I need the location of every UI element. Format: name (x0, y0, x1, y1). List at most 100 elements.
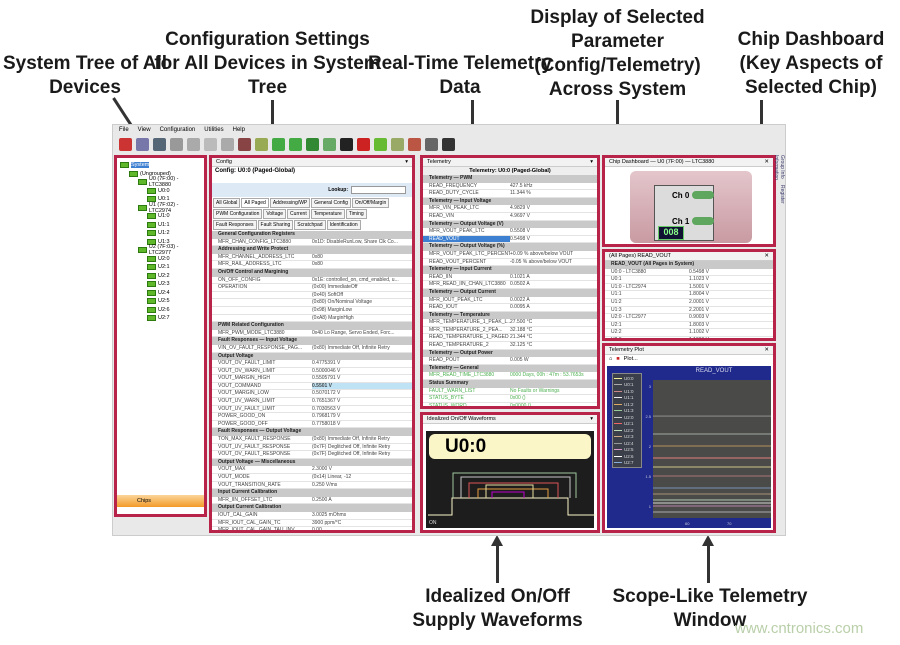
tree-node[interactable]: U0 (7F:00) - LTC3880 (120, 176, 201, 188)
close-icon[interactable]: ✕ (764, 347, 769, 353)
section-header[interactable]: Output Voltage — Miscellaneous (212, 458, 412, 467)
table-row[interactable]: VOUT_OV_WARN_LIMIT 0.5000046 V (212, 368, 412, 376)
toolbar-button[interactable] (204, 137, 217, 151)
menu-item[interactable]: View (137, 127, 151, 133)
table-row[interactable]: U2:0 - LTC2977 0.9003 V (605, 314, 773, 322)
table-row[interactable]: U1:2 2.0001 V (605, 299, 773, 307)
table-row[interactable]: MFR_VIN_PEAK_LTC 4.9829 V (423, 205, 597, 213)
menu-item[interactable]: Configuration (159, 127, 196, 133)
table-row[interactable]: VOUT_OV_FAULT_LIMIT 0.4775391 V (212, 360, 412, 368)
tree-node[interactable]: U2:4 (120, 289, 201, 298)
toolbar-button[interactable] (221, 137, 234, 151)
section-header[interactable]: Telemetry — Output Power (423, 349, 597, 358)
selected-param-tab[interactable]: (All Pages) READ_VOUT (609, 253, 672, 259)
config-tab[interactable]: Fault Sharing (257, 220, 294, 230)
section-header[interactable]: Telemetry — Input Voltage (423, 197, 597, 206)
table-row[interactable]: MFR_IOUT_CAL_GAIN_TC 3900 ppm/°C (212, 520, 412, 528)
section-header[interactable]: Output Current Calibration (212, 504, 412, 512)
lookup-input[interactable] (351, 186, 406, 194)
tree-node[interactable]: U0:0 (120, 187, 201, 196)
dropdown-icon[interactable]: ▾ (590, 416, 593, 422)
legend-item[interactable]: U0:0 (614, 375, 640, 382)
table-row[interactable]: MFR_IOUT_PEAK_LTC 0.0022 A (423, 297, 597, 305)
table-row[interactable]: U0:0 - LTC3880 0.5498 V (605, 269, 773, 277)
table-row[interactable]: FAULT_WARN_LIST No Faults or Warnings (423, 388, 597, 396)
table-row[interactable]: READ_VOUT_PERCENT -0.05 % above/below VOU… (423, 259, 597, 267)
tree-node[interactable]: System (120, 161, 201, 170)
legend-item[interactable]: U1:2 (614, 401, 640, 408)
toolbar-button[interactable] (187, 137, 200, 151)
section-header[interactable]: Status Summary (423, 380, 597, 388)
table-row[interactable]: MFR_IOUT_CAL_GAIN_TAU_INV 0.00 (212, 527, 412, 530)
config-tab[interactable]: PWM Configuration (213, 209, 263, 219)
toolbar-button[interactable] (442, 137, 455, 151)
table-row[interactable]: U1:3 2.2001 V (605, 307, 773, 315)
menu-item[interactable]: Utilities (204, 127, 224, 133)
toolbar-button[interactable] (374, 137, 387, 151)
table-row[interactable]: READ_FREQUENCY 427.5 kHz (423, 183, 597, 191)
table-row[interactable]: MFR_RAIL_ADDRESS_LTC 0x80 (212, 261, 412, 269)
table-row[interactable]: U0:1 1.1023 V (605, 276, 773, 284)
stop-icon[interactable]: ■ (616, 356, 620, 362)
section-header[interactable]: Telemetry — Temperature (423, 311, 597, 320)
tree-node[interactable]: U1:3 (120, 238, 201, 247)
config-tab[interactable]: All Global (213, 198, 241, 208)
table-row[interactable]: READ_DUTY_CYCLE 11.344 % (423, 190, 597, 198)
tree-node[interactable]: (Ungrouped) (120, 170, 201, 179)
config-tab[interactable]: Config (216, 159, 232, 165)
table-row[interactable]: IOUT_CAL_GAIN 3.0025 mOhms (212, 512, 412, 520)
legend-item[interactable]: U2:7 (614, 460, 640, 467)
side-tab[interactable]: Register Information (773, 155, 785, 204)
config-tab[interactable]: Fault Responses (213, 220, 257, 230)
table-row[interactable]: (0x40) SoftOff (212, 292, 412, 300)
table-row[interactable]: MFR_PWM_MODE_LTC3880 0x40 Lo Range, Servo… (212, 330, 412, 338)
table-row[interactable]: VOUT_MARGIN_HIGH 0.5505791 V (212, 375, 412, 383)
section-header[interactable]: Fault Responses — Output Voltage (212, 428, 412, 437)
tree-node[interactable]: U2:5 (120, 297, 201, 306)
config-tab[interactable]: Voltage (263, 209, 287, 219)
tree-node[interactable]: U2:0 (120, 255, 201, 264)
table-row[interactable]: READ_POUT 0.005 W (423, 357, 597, 365)
table-row[interactable]: READ_VIN 4.9697 V (423, 213, 597, 221)
close-icon[interactable]: ✕ (764, 253, 769, 259)
legend-item[interactable]: U1:3 (614, 408, 640, 415)
legend-item[interactable]: U1:1 (614, 395, 640, 402)
config-tab[interactable]: Addressing/WP (269, 198, 311, 208)
table-row[interactable]: OPERATION (0x00) ImmediateOff (212, 284, 412, 292)
tree-node[interactable]: U2:2 (120, 272, 201, 281)
toolbar-button[interactable] (425, 137, 438, 151)
toolbar-button[interactable] (255, 137, 268, 151)
table-row[interactable]: VOUT_UV_FAULT_LIMIT 0.7030563 V (212, 406, 412, 414)
legend-item[interactable]: U2:1 (614, 421, 640, 428)
section-header[interactable]: Input Current Calibration (212, 489, 412, 497)
table-row[interactable]: TON_MAX_FAULT_RESPONSE (0x80) Immediate O… (212, 436, 412, 444)
table-row[interactable]: VOUT_TRANSITION_RATE 0.250 V/ms (212, 482, 412, 490)
table-row[interactable]: (0x98) MarginLow (212, 307, 412, 315)
toolbar-button[interactable] (170, 137, 183, 151)
section-header[interactable]: Telemetry — Output Voltage (V) (423, 220, 597, 229)
section-header[interactable]: Fault Responses — Input Voltage (212, 337, 412, 345)
config-tab[interactable]: Timing (345, 209, 367, 219)
toolbar-button[interactable] (272, 137, 285, 151)
legend-item[interactable]: U2:3 (614, 434, 640, 441)
table-row[interactable]: VOUT_MODE (0x14) Linear, -12 (212, 474, 412, 482)
toolbar-button[interactable] (391, 137, 404, 151)
table-row[interactable]: READ_IOUT 0.0095 A (423, 304, 597, 312)
tree-node[interactable]: U2:3 (120, 280, 201, 289)
table-row[interactable]: MFR_CHAN_CONFIG_LTC3880 0x1D: DisableRunL… (212, 239, 412, 247)
toolbar-button[interactable] (119, 137, 132, 151)
close-icon[interactable]: ✕ (764, 159, 769, 165)
table-row[interactable]: VOUT_UV_WARN_LIMIT 0.7651367 V (212, 398, 412, 406)
table-row[interactable]: VOUT_MARGIN_LOW 0.5070172 V (212, 390, 412, 399)
table-row[interactable]: U1:0 - LTC2974 1.5001 V (605, 284, 773, 292)
section-header[interactable]: Telemetry — Input Current (423, 266, 597, 274)
section-header[interactable]: Addressing and Write Protect (212, 246, 412, 254)
legend-item[interactable]: U2:0 (614, 414, 640, 421)
table-row[interactable]: STATUS_BYTE 0x00 () (423, 395, 597, 403)
table-row[interactable]: MFR_TEMPERATURE_2_PEA... 32.188 °C (423, 327, 597, 335)
table-row[interactable]: VOUT_MAX 2.3000 V (212, 466, 412, 474)
table-row[interactable]: VOUT_COMMAND 0.5501 V (212, 382, 412, 391)
plot-menu[interactable]: Plot... (623, 356, 638, 362)
table-row[interactable]: READ_IIN 0.1021 A (423, 274, 597, 282)
table-row[interactable]: U1:1 1.8004 V (605, 291, 773, 299)
